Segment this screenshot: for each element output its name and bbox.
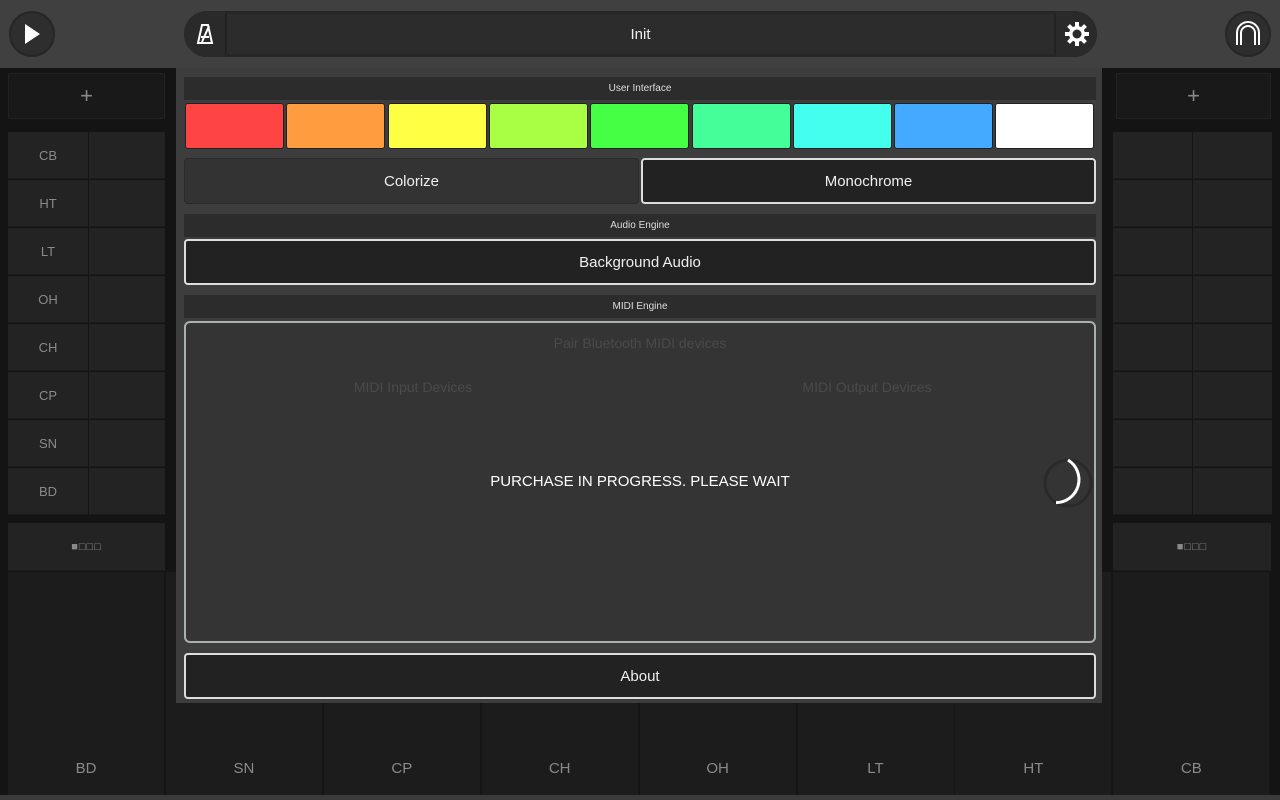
audio-engine-header: Audio Engine (184, 214, 1096, 237)
step-cell[interactable] (89, 180, 165, 227)
step-cell[interactable] (1113, 276, 1192, 323)
color-swatch[interactable] (387, 103, 487, 149)
add-track-button-right[interactable]: + (1116, 73, 1271, 119)
midi-input-devices[interactable]: MIDI Input Devices (353, 379, 473, 395)
step-cell[interactable] (1113, 180, 1192, 227)
step-cell[interactable] (1113, 324, 1192, 371)
color-swatch[interactable] (691, 103, 791, 149)
step-cell[interactable] (1193, 276, 1272, 323)
step-cell[interactable] (1193, 372, 1272, 419)
track-label[interactable]: SN (8, 420, 88, 467)
purchase-progress-message: PURCHASE IN PROGRESS. PLEASE WAIT (490, 473, 790, 490)
step-cell[interactable] (89, 468, 165, 515)
user-interface-header: User Interface (184, 77, 1096, 100)
title-bar: Init (184, 11, 1097, 57)
track-label[interactable]: OH (8, 276, 88, 323)
step-cell[interactable] (1193, 468, 1272, 515)
midi-output-devices[interactable]: MIDI Output Devices (802, 379, 932, 395)
step-cell[interactable] (1193, 228, 1272, 275)
project-title[interactable]: Init (225, 14, 1056, 54)
track-label[interactable]: CP (8, 372, 88, 419)
pair-bluetooth-button[interactable]: Pair Bluetooth MIDI devices (553, 335, 727, 351)
track-label[interactable]: HT (8, 180, 88, 227)
step-cell[interactable] (89, 228, 165, 275)
pattern-indicator-left[interactable]: ■□□□ (8, 523, 165, 571)
drum-pad-cb[interactable]: CB (1113, 572, 1271, 795)
step-cell[interactable] (1193, 324, 1272, 371)
color-swatch[interactable] (286, 103, 386, 149)
color-swatch[interactable] (590, 103, 690, 149)
color-swatch[interactable] (792, 103, 892, 149)
colorize-button[interactable]: Colorize (184, 158, 639, 204)
step-cell[interactable] (1113, 420, 1192, 467)
color-swatch[interactable] (488, 103, 588, 149)
color-swatch[interactable] (894, 103, 994, 149)
add-track-button-left[interactable]: + (8, 73, 165, 119)
arch-logo-icon (1236, 21, 1260, 45)
settings-panel: User Interface Colorize Monochrome Audio… (176, 68, 1102, 703)
color-swatch[interactable] (995, 103, 1095, 149)
midi-panel: Pair Bluetooth MIDI devices MIDI Input D… (184, 321, 1096, 643)
logo-button[interactable] (1225, 11, 1271, 57)
step-cell[interactable] (89, 324, 165, 371)
monochrome-button[interactable]: Monochrome (641, 158, 1096, 204)
track-label[interactable]: CH (8, 324, 88, 371)
gear-icon (1064, 22, 1089, 46)
about-button[interactable]: About (184, 653, 1096, 699)
track-label[interactable]: LT (8, 228, 88, 275)
color-swatch[interactable] (185, 103, 284, 149)
step-cell[interactable] (1113, 132, 1192, 179)
settings-button[interactable] (1056, 11, 1097, 57)
loading-spinner-icon (1043, 458, 1093, 508)
step-cell[interactable] (89, 276, 165, 323)
step-cell[interactable] (1113, 228, 1192, 275)
track-label[interactable]: BD (8, 468, 88, 515)
bottom-edge (0, 795, 1280, 800)
step-cell[interactable] (89, 420, 165, 467)
step-cell[interactable] (1193, 420, 1272, 467)
step-cell[interactable] (89, 372, 165, 419)
step-cell[interactable] (1113, 468, 1192, 515)
step-cell[interactable] (1193, 180, 1272, 227)
step-cell[interactable] (1193, 132, 1272, 179)
drum-pad-bd[interactable]: BD (8, 572, 165, 795)
metronome-icon (196, 24, 213, 44)
metronome-button[interactable] (184, 11, 225, 57)
play-button[interactable] (9, 11, 55, 57)
pattern-indicator-right[interactable]: ■□□□ (1113, 523, 1271, 571)
midi-engine-header: MIDI Engine (184, 295, 1096, 318)
step-cell[interactable] (1113, 372, 1192, 419)
track-label[interactable]: CB (8, 132, 88, 179)
play-icon (25, 24, 40, 44)
background-audio-button[interactable]: Background Audio (184, 239, 1096, 285)
step-cell[interactable] (89, 132, 165, 179)
